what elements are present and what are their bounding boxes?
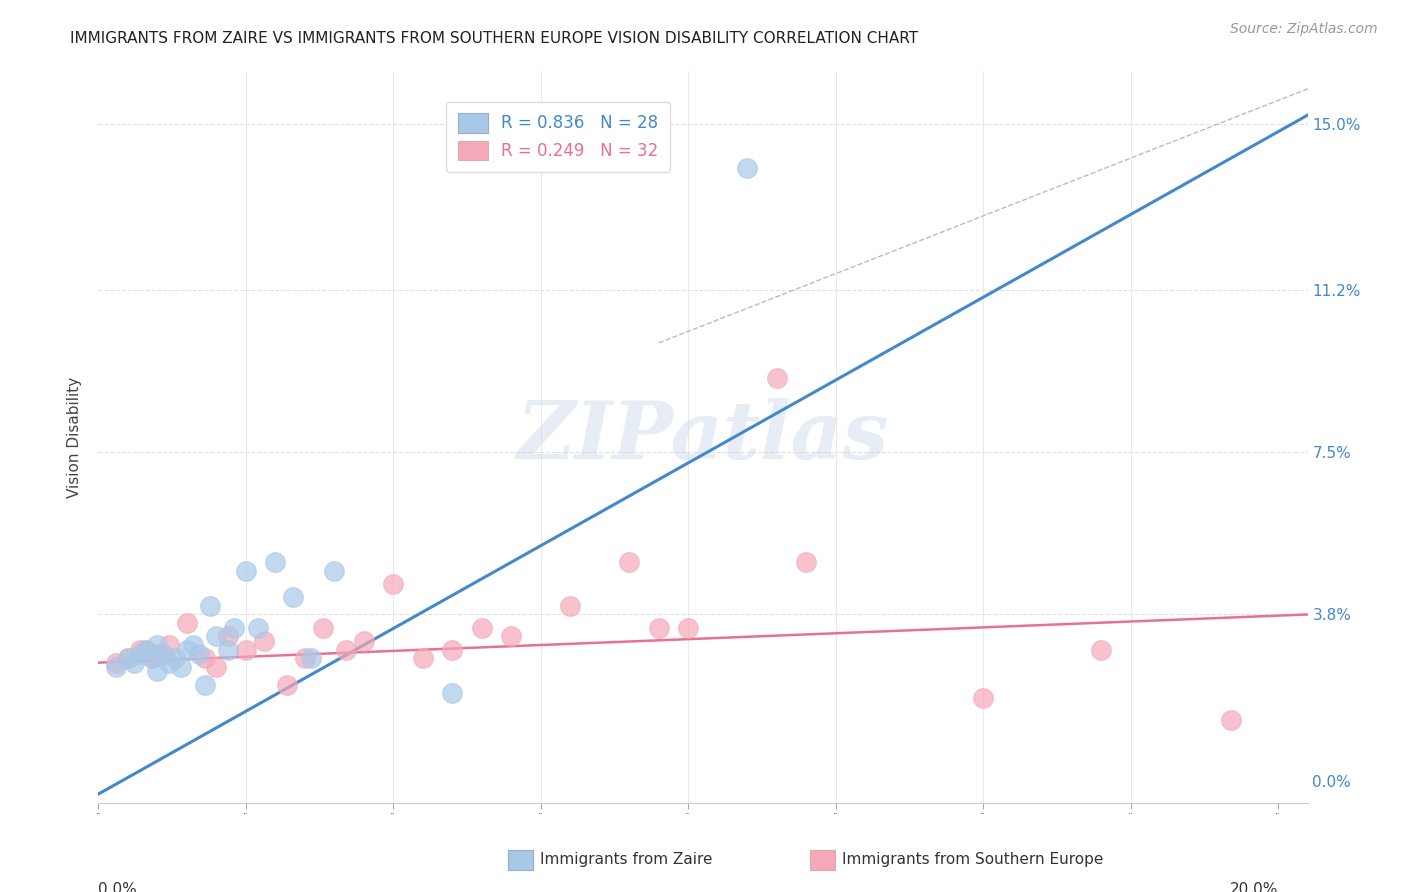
Point	[176, 642, 198, 657]
Point	[560, 599, 582, 613]
Point	[1090, 642, 1112, 657]
Point	[128, 642, 150, 657]
Point	[200, 599, 222, 613]
Point	[972, 690, 994, 705]
Point	[146, 647, 169, 661]
Point	[441, 642, 464, 657]
Text: 20.0%: 20.0%	[1230, 881, 1278, 892]
Point	[135, 642, 157, 657]
Point	[141, 651, 163, 665]
Point	[311, 621, 333, 635]
Point	[678, 621, 700, 635]
Point	[157, 656, 180, 670]
Text: ZIPatlas: ZIPatlas	[517, 399, 889, 475]
Point	[235, 642, 257, 657]
Point	[281, 590, 304, 604]
Point	[194, 651, 217, 665]
Point	[194, 677, 217, 691]
Point	[735, 161, 758, 175]
Point	[165, 651, 187, 665]
Point	[648, 621, 671, 635]
Point	[157, 638, 180, 652]
Point	[222, 621, 245, 635]
Point	[205, 629, 228, 643]
Point	[105, 660, 128, 674]
Point	[246, 621, 269, 635]
Point	[412, 651, 434, 665]
Point	[146, 665, 169, 679]
Text: Immigrants from Southern Europe: Immigrants from Southern Europe	[842, 853, 1104, 867]
Point	[1219, 713, 1241, 727]
Point	[146, 638, 169, 652]
Text: IMMIGRANTS FROM ZAIRE VS IMMIGRANTS FROM SOUTHERN EUROPE VISION DISABILITY CORRE: IMMIGRANTS FROM ZAIRE VS IMMIGRANTS FROM…	[70, 31, 918, 46]
Y-axis label: Vision Disability: Vision Disability	[67, 376, 83, 498]
Point	[382, 576, 405, 591]
Point	[353, 633, 375, 648]
Point	[187, 647, 209, 661]
Point	[471, 621, 494, 635]
Legend: R = 0.836   N = 28, R = 0.249   N = 32: R = 0.836 N = 28, R = 0.249 N = 32	[446, 102, 669, 172]
Point	[117, 651, 139, 665]
Point	[122, 656, 145, 670]
Point	[235, 564, 257, 578]
Point	[217, 629, 239, 643]
Point	[276, 677, 298, 691]
Point	[299, 651, 322, 665]
Point	[105, 656, 128, 670]
Point	[441, 686, 464, 700]
Point	[794, 555, 817, 569]
Point	[135, 642, 157, 657]
Point	[181, 638, 204, 652]
Point	[335, 642, 357, 657]
Point	[152, 647, 174, 661]
Point	[205, 660, 228, 674]
Point	[264, 555, 287, 569]
Point	[501, 629, 523, 643]
Text: 0.0%: 0.0%	[98, 881, 138, 892]
Point	[323, 564, 346, 578]
Point	[252, 633, 274, 648]
Point	[619, 555, 641, 569]
Point	[170, 660, 193, 674]
Point	[141, 651, 163, 665]
Point	[217, 642, 239, 657]
Text: Source: ZipAtlas.com: Source: ZipAtlas.com	[1230, 22, 1378, 37]
Point	[765, 371, 787, 385]
Point	[128, 647, 150, 661]
Text: Immigrants from Zaire: Immigrants from Zaire	[540, 853, 713, 867]
Point	[176, 616, 198, 631]
Point	[294, 651, 316, 665]
Point	[117, 651, 139, 665]
